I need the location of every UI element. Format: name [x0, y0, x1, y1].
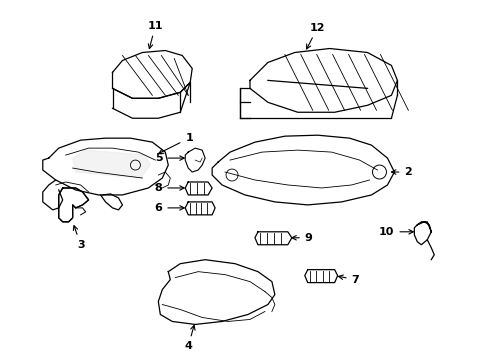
- Text: 1: 1: [159, 133, 193, 153]
- Text: 12: 12: [306, 23, 325, 49]
- Polygon shape: [42, 138, 168, 195]
- Polygon shape: [249, 49, 397, 112]
- Polygon shape: [112, 50, 192, 98]
- Polygon shape: [158, 260, 274, 324]
- Text: 10: 10: [378, 227, 412, 237]
- Polygon shape: [413, 222, 430, 245]
- Polygon shape: [240, 95, 397, 118]
- Text: 9: 9: [291, 233, 312, 243]
- Text: 7: 7: [338, 275, 359, 285]
- Text: 3: 3: [73, 226, 84, 250]
- Polygon shape: [212, 135, 394, 205]
- Text: 5: 5: [154, 153, 184, 163]
- Polygon shape: [59, 188, 88, 222]
- Polygon shape: [185, 148, 205, 172]
- Polygon shape: [304, 270, 337, 283]
- Polygon shape: [73, 150, 150, 178]
- Text: 6: 6: [154, 203, 184, 213]
- Text: 11: 11: [147, 21, 163, 49]
- Polygon shape: [185, 202, 215, 215]
- Text: 2: 2: [391, 167, 411, 177]
- Text: 8: 8: [154, 183, 184, 193]
- Polygon shape: [185, 182, 212, 195]
- Polygon shape: [112, 82, 190, 118]
- Polygon shape: [240, 88, 249, 118]
- Polygon shape: [254, 232, 291, 245]
- Text: 4: 4: [184, 325, 195, 351]
